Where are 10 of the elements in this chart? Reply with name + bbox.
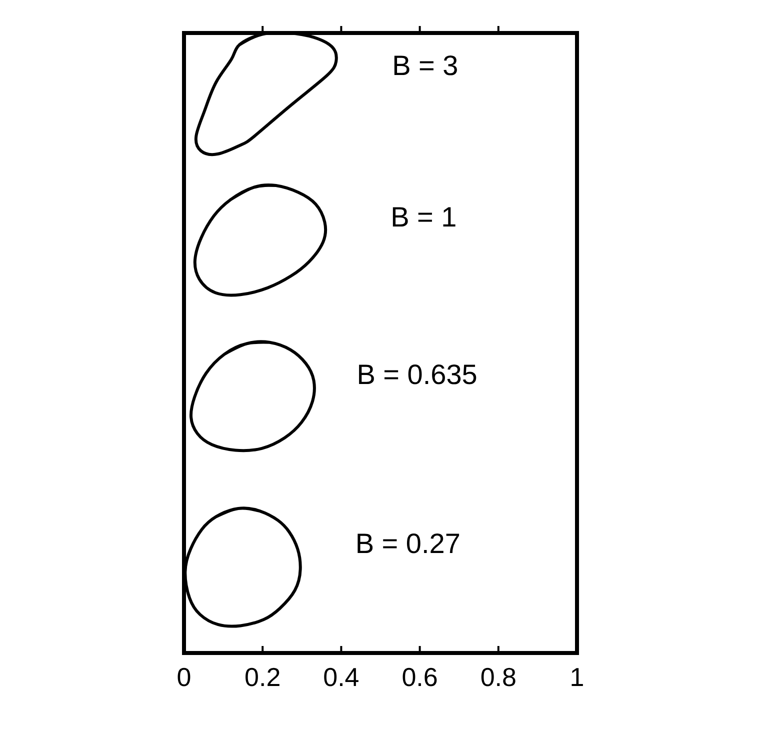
legend-label: B = 3: [392, 50, 458, 81]
x-tick-label: 0.4: [323, 662, 360, 692]
x-tick-label: 0.6: [402, 662, 438, 692]
x-tick-label: 1: [570, 662, 584, 692]
x-tick-label: 0: [176, 662, 192, 692]
text: B = 1: [390, 202, 457, 233]
x-tick-label: 0.8: [480, 662, 516, 692]
x-tick-label: 0.2: [244, 662, 281, 692]
series-label: B = 0.635: [356, 358, 478, 390]
series-label: B = 0.27: [355, 528, 460, 560]
